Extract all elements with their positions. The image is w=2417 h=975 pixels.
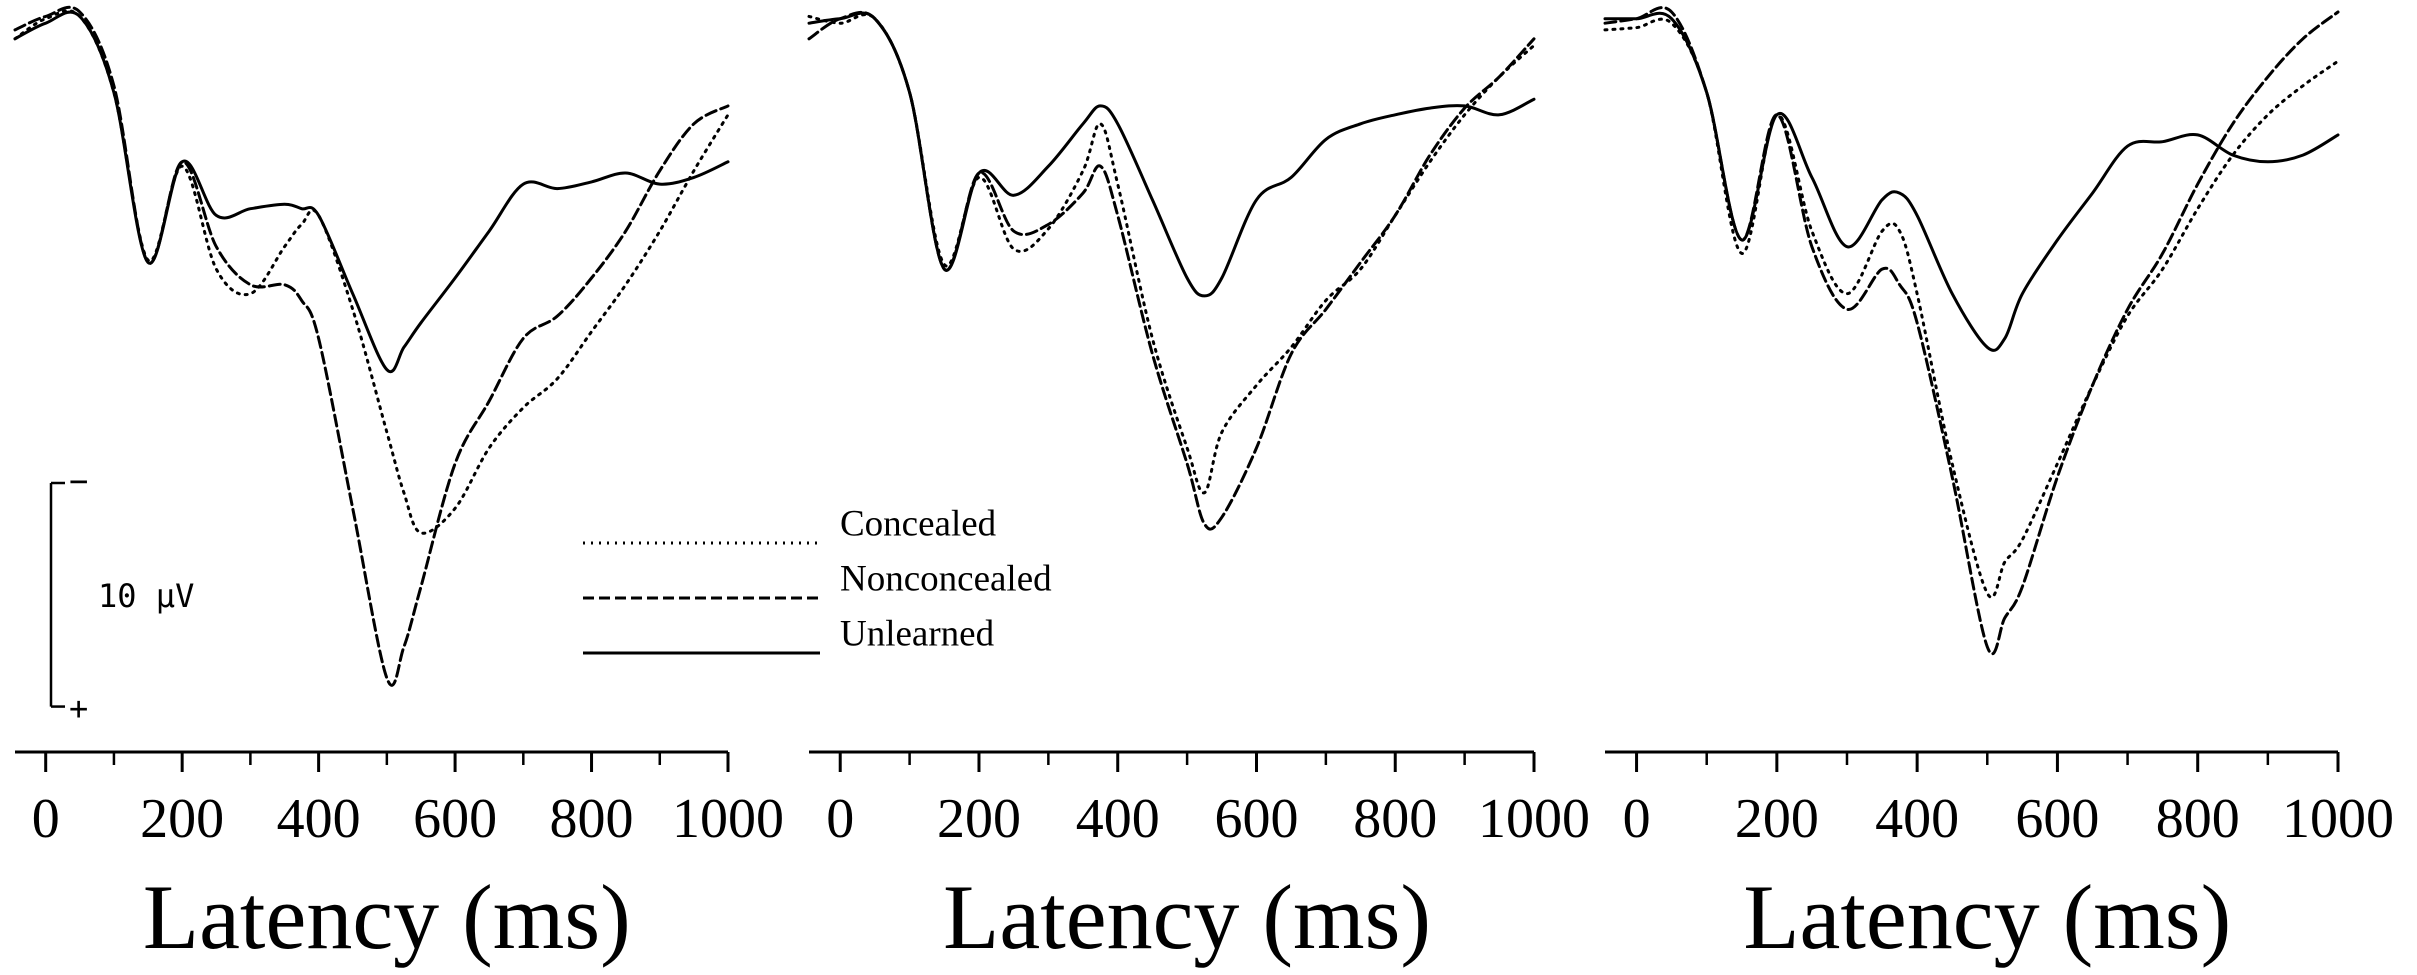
scale-neg: − (69, 462, 88, 500)
x-tick-label: 400 (1875, 788, 1959, 850)
x-axis-label: Latency (ms) (1743, 866, 2231, 968)
x-tick-label: 600 (1214, 788, 1298, 850)
legend-label: Unlearned (840, 613, 995, 654)
waveform (13, 10, 730, 374)
x-tick-label: 0 (1623, 788, 1651, 850)
waveform (1603, 11, 2340, 352)
x-tick-label: 400 (277, 788, 361, 850)
x-axis-label: Latency (ms) (943, 866, 1431, 968)
x-tick-label: 800 (1353, 788, 1437, 850)
waveform (1603, 17, 2340, 599)
waveform (13, 9, 730, 535)
x-tick-label: 1000 (2282, 788, 2394, 850)
x-tick-label: 200 (937, 788, 1021, 850)
x-axis-label: Latency (ms) (143, 866, 631, 968)
waveform (807, 10, 1536, 531)
waveform (1603, 6, 2340, 656)
x-tick-label: 200 (140, 788, 224, 850)
waveform (807, 11, 1536, 298)
x-tick-label: 400 (1076, 788, 1160, 850)
scale-pos: + (69, 690, 88, 728)
x-tick-label: 1000 (1478, 788, 1590, 850)
x-tick-label: 800 (2156, 788, 2240, 850)
x-tick-label: 600 (2015, 788, 2099, 850)
x-tick-label: 0 (32, 788, 60, 850)
x-tick-label: 600 (413, 788, 497, 850)
x-tick-label: 0 (826, 788, 854, 850)
x-tick-label: 1000 (672, 788, 784, 850)
legend-label: Concealed (840, 503, 997, 544)
x-tick-label: 200 (1735, 788, 1819, 850)
legend-label: Nonconcealed (840, 558, 1052, 599)
x-tick-label: 800 (550, 788, 634, 850)
scale-label: 10 μV (98, 577, 194, 615)
waveform (807, 13, 1536, 495)
